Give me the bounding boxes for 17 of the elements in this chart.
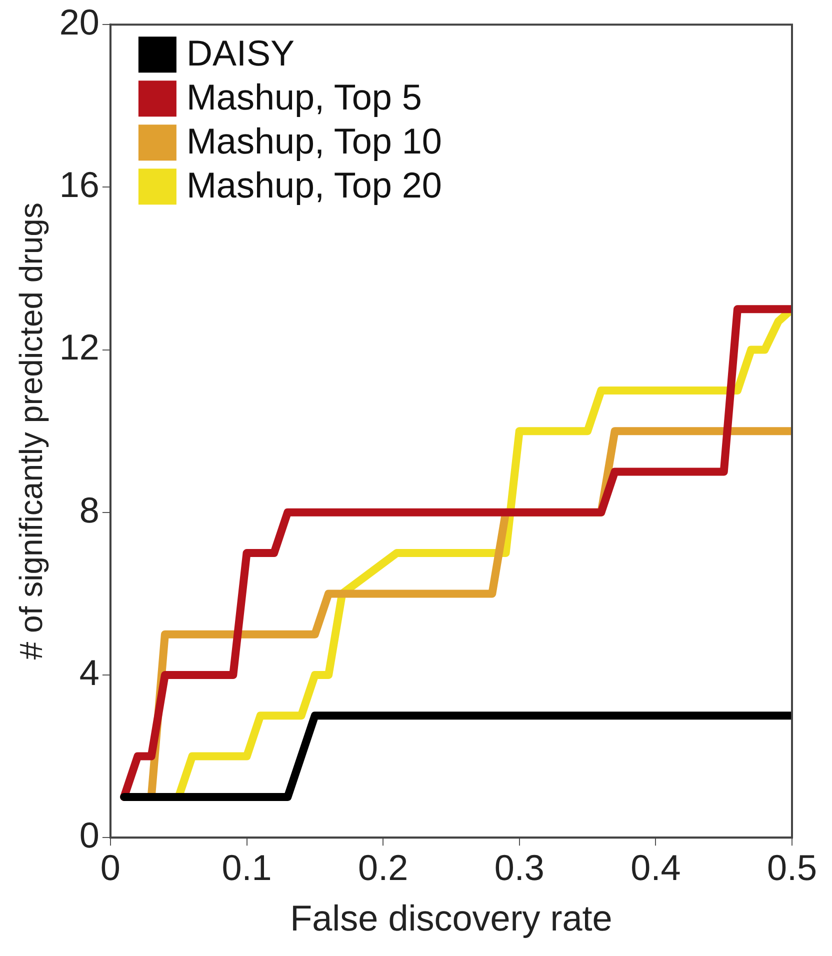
legend-label: Mashup, Top 10 [186, 120, 442, 162]
y-tick-label: 8 [79, 489, 100, 530]
x-tick-label: 0.2 [358, 847, 408, 888]
x-tick-label: 0.5 [766, 847, 818, 888]
y-tick-label: 0 [79, 814, 100, 856]
y-tick-label: 4 [79, 652, 100, 693]
y-axis-title: # of significantly predicted drugs [13, 202, 50, 660]
y-tick-label: 12 [59, 326, 100, 368]
x-tick-label: 0.3 [494, 847, 544, 888]
legend-label: Mashup, Top 5 [186, 76, 422, 118]
x-axis-title: False discovery rate [290, 897, 612, 938]
y-tick-label: 20 [59, 2, 100, 43]
legend-label: DAISY [186, 32, 294, 74]
y-tick-label: 16 [59, 164, 100, 206]
legend-label: Mashup, Top 20 [186, 164, 442, 206]
x-tick-label: 0.1 [222, 847, 272, 888]
x-tick-label: 0.4 [630, 847, 681, 888]
